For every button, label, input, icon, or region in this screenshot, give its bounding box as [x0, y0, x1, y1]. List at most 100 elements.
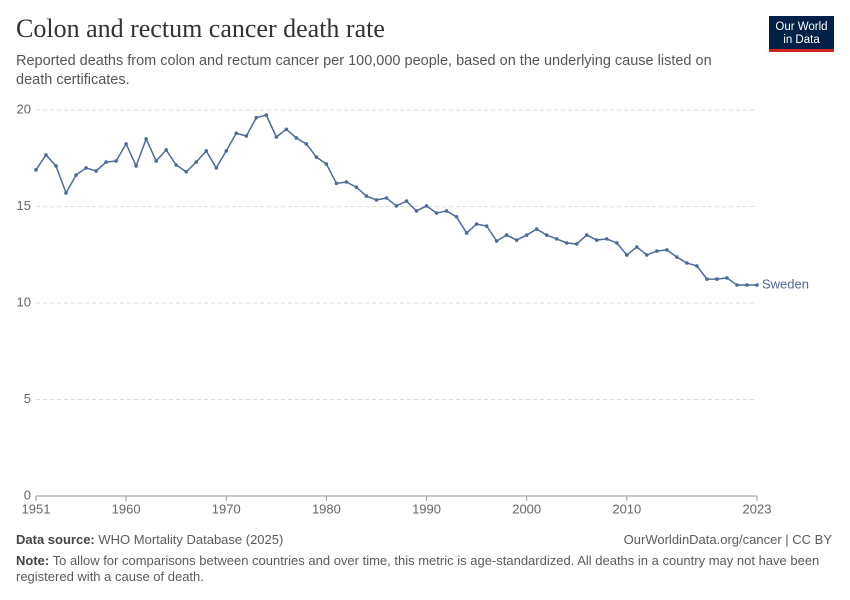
point — [164, 148, 168, 152]
point — [434, 211, 439, 215]
point — [715, 277, 719, 281]
point — [705, 277, 709, 281]
point — [464, 231, 469, 235]
point — [174, 163, 178, 167]
point — [194, 160, 199, 164]
point — [104, 160, 108, 164]
point — [354, 185, 359, 189]
note: Note: To allow for comparisons between c… — [16, 553, 826, 585]
point — [534, 227, 539, 231]
point — [414, 209, 419, 213]
point — [274, 135, 279, 139]
point — [584, 233, 589, 237]
x-tick-label: 2023 — [743, 501, 772, 516]
point — [234, 131, 239, 135]
point — [214, 166, 219, 170]
point — [94, 169, 98, 173]
point — [755, 283, 759, 287]
point — [454, 215, 459, 219]
point — [514, 238, 519, 242]
point — [735, 283, 739, 287]
y-tick-label: 0 — [24, 487, 31, 502]
point — [144, 137, 148, 141]
point — [284, 127, 289, 132]
point — [444, 209, 449, 213]
point — [114, 159, 118, 163]
source: Data source: WHO Mortality Database (202… — [16, 532, 283, 547]
point — [544, 233, 549, 237]
point — [474, 222, 479, 226]
chart-title: Colon and rectum cancer death rate — [16, 14, 385, 43]
y-tick-label: 20 — [17, 101, 31, 116]
point — [134, 164, 138, 168]
point — [695, 264, 699, 268]
point — [64, 191, 68, 195]
point — [564, 241, 569, 245]
series-label: Sweden — [762, 276, 809, 291]
point — [675, 255, 679, 259]
point — [374, 198, 379, 202]
x-tick-label: 1960 — [112, 501, 141, 516]
point — [184, 169, 189, 174]
point — [725, 276, 729, 280]
point — [224, 149, 229, 153]
chart-subtitle: Reported deaths from colon and rectum ca… — [16, 53, 712, 88]
point — [524, 233, 529, 237]
point — [314, 155, 319, 159]
logo-text: in Data — [783, 34, 820, 46]
x-tick-label: 1970 — [212, 501, 241, 516]
point — [264, 113, 269, 117]
point — [364, 194, 369, 198]
point — [424, 204, 429, 208]
logo-bar — [769, 49, 834, 52]
point — [685, 261, 689, 265]
point — [494, 239, 499, 243]
point — [504, 233, 509, 237]
point — [655, 249, 659, 253]
point — [124, 142, 128, 146]
point — [625, 253, 629, 257]
line — [35, 114, 757, 286]
point — [244, 134, 249, 138]
url[interactable]: OurWorldinData.org/cancer | CC BY — [623, 532, 832, 547]
y-tick-label: 5 — [24, 391, 31, 406]
point — [344, 180, 349, 184]
note-label: Note: — [16, 553, 50, 568]
x-tick-label: 1980 — [312, 501, 341, 516]
x-tick-label: 2000 — [512, 501, 541, 516]
x-tick-label: 2010 — [612, 501, 641, 516]
point — [204, 149, 209, 153]
point — [404, 199, 409, 203]
logo-text: Our World — [775, 21, 827, 33]
point — [84, 166, 88, 170]
point — [74, 173, 78, 177]
point — [484, 224, 489, 228]
point — [745, 283, 749, 287]
y-tick-label: 15 — [17, 198, 31, 213]
point — [384, 196, 389, 200]
point — [44, 153, 48, 157]
source-text: WHO Mortality Database (2025) — [98, 532, 284, 547]
point — [604, 237, 609, 241]
x-tick-label: 1951 — [22, 501, 51, 516]
point — [645, 253, 649, 257]
point — [34, 168, 38, 172]
point — [665, 248, 669, 252]
point — [594, 238, 599, 242]
point — [574, 242, 579, 246]
logo-box[interactable] — [769, 16, 834, 52]
point — [324, 162, 329, 166]
point — [334, 181, 339, 186]
y-tick-label: 10 — [17, 294, 31, 309]
point — [635, 245, 639, 249]
x-tick-label: 1990 — [412, 501, 441, 516]
note-text: To allow for comparisons between countri… — [16, 553, 820, 584]
source-label: Data source: — [16, 532, 95, 547]
point — [554, 237, 559, 241]
point — [54, 164, 58, 168]
point — [154, 159, 158, 163]
point — [394, 204, 399, 208]
point — [254, 115, 259, 120]
